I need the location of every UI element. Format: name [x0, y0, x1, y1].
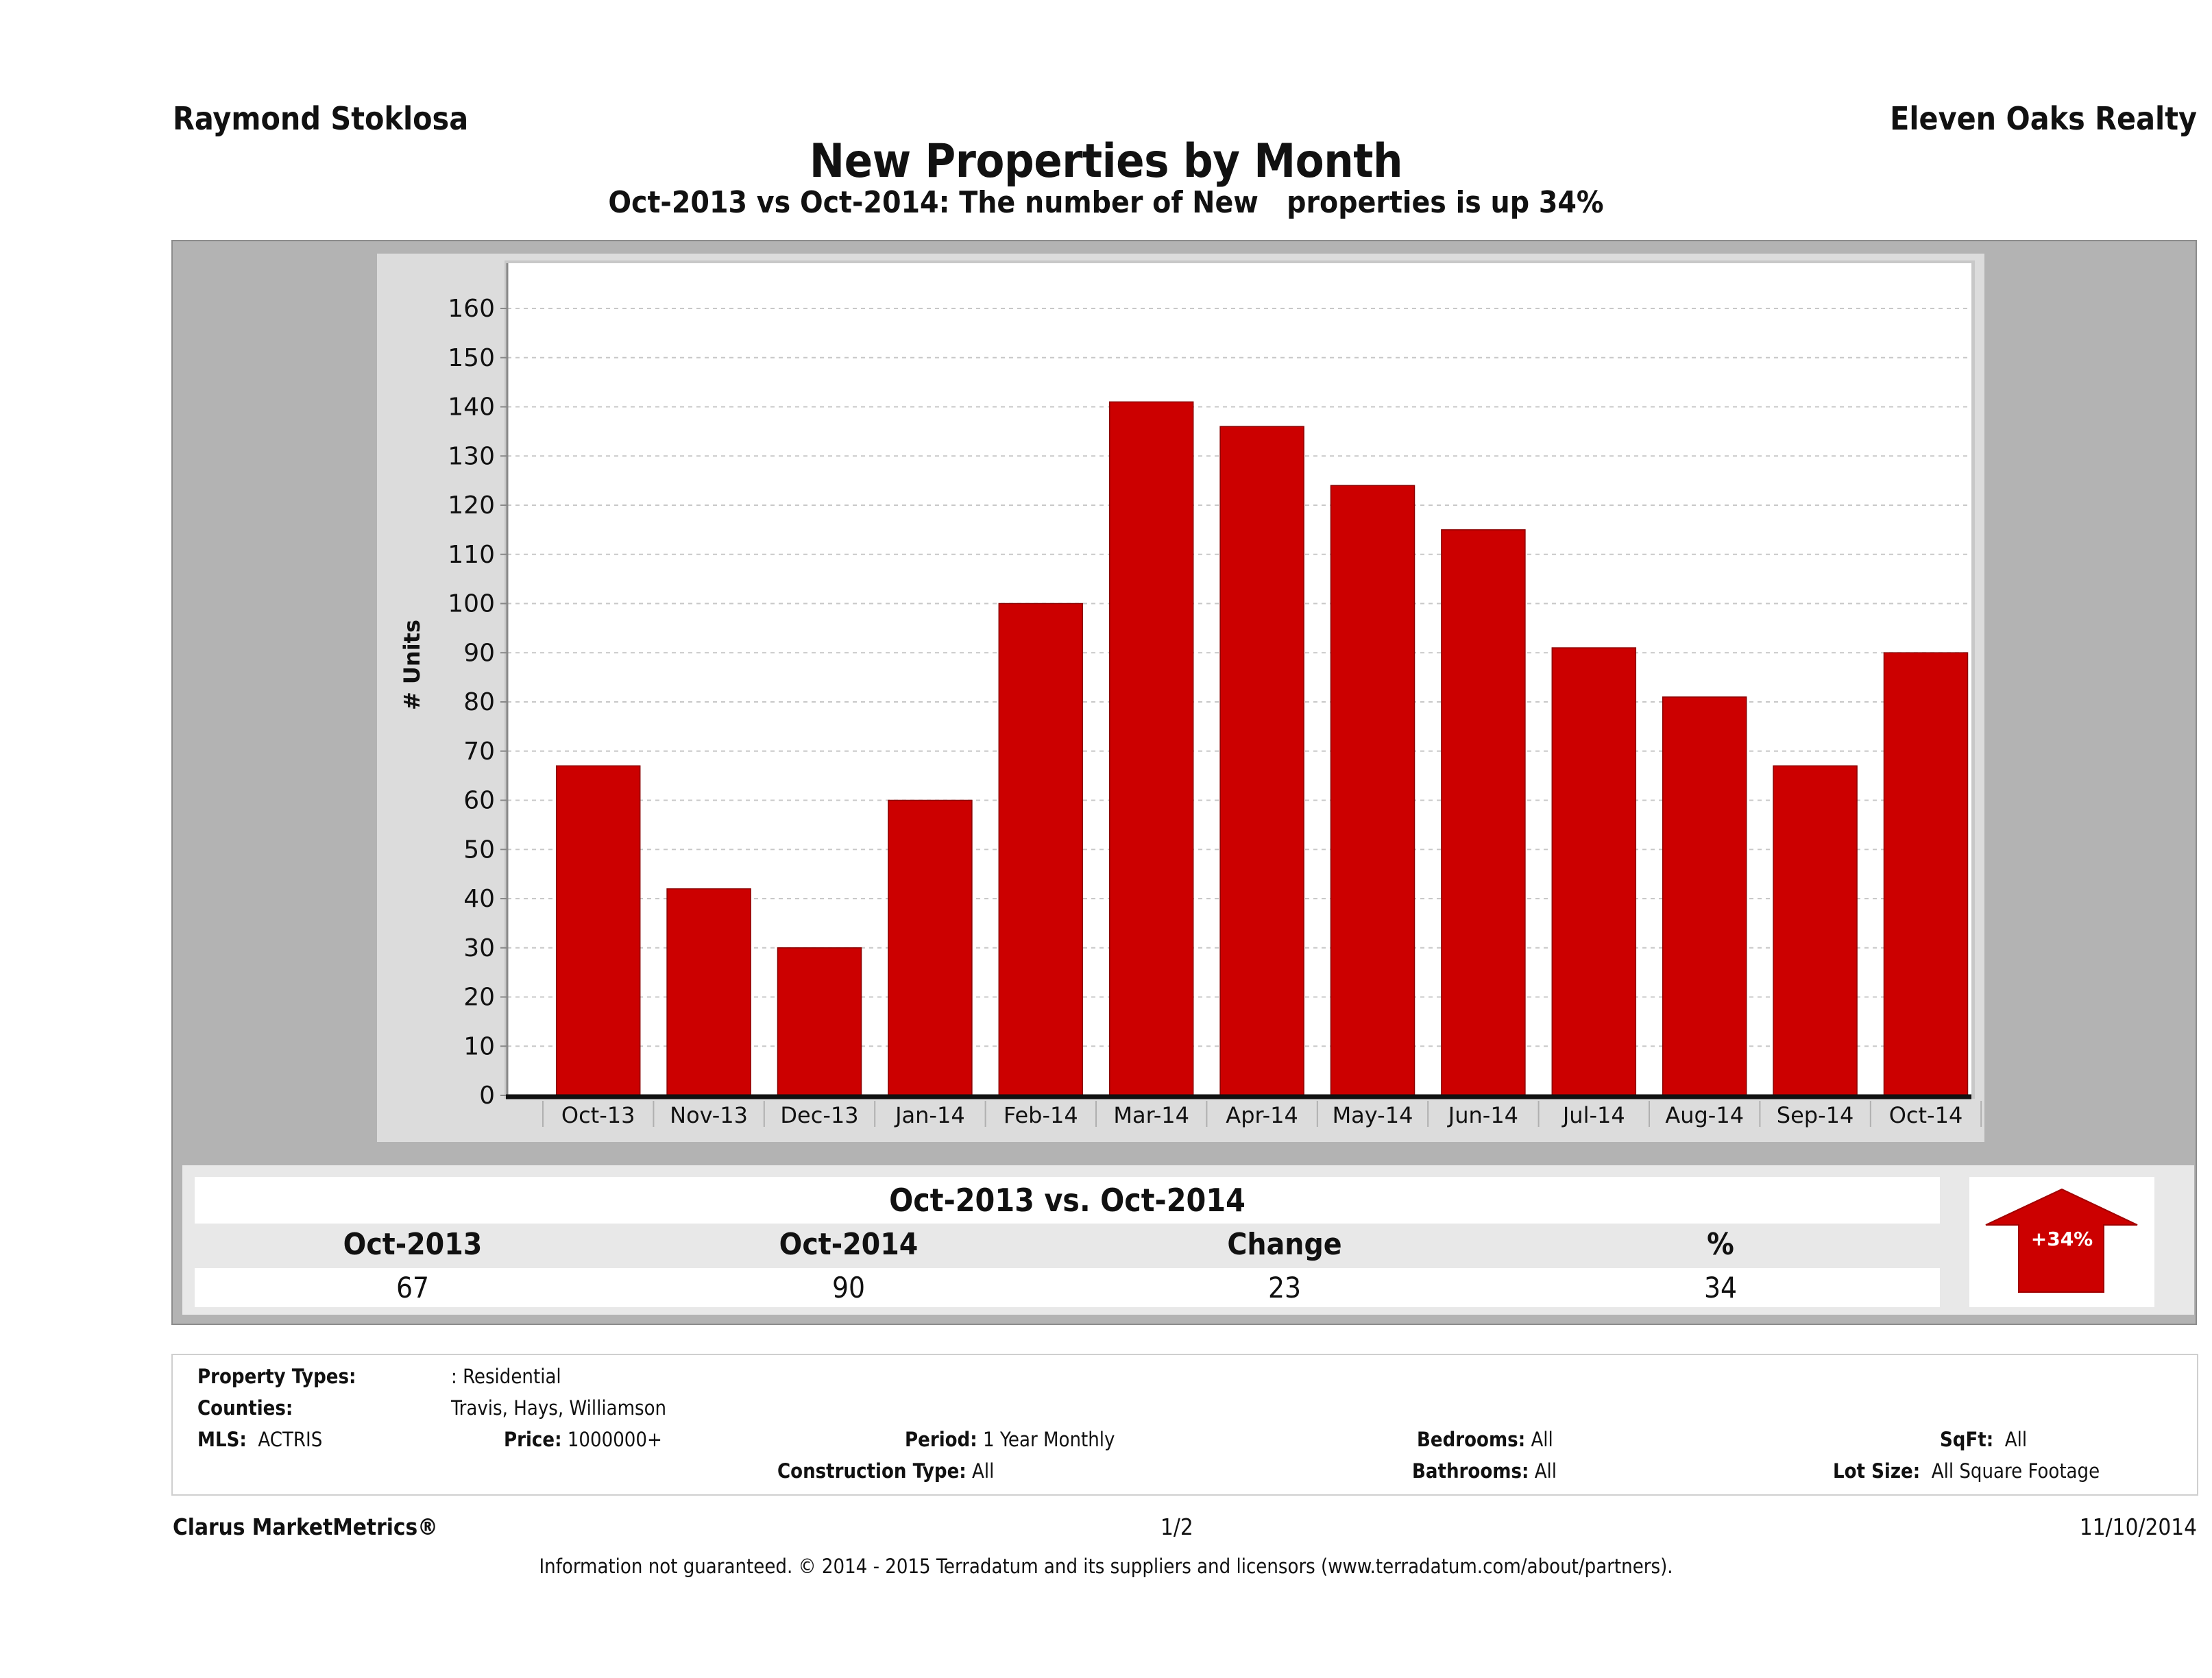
summary-value-cell: 34 [1703, 1271, 1738, 1304]
chart-panel: 0 10 20 30 40 50 60 70 80 90 100 110 120 130 140 150 160… [377, 254, 1984, 1142]
x-tick-label: Sep-14 [1777, 1102, 1854, 1128]
report-subtitle: Oct-2013 vs Oct-2014: The number of New … [608, 185, 1604, 220]
y-tick-label: 70 [463, 738, 495, 766]
bedrooms-label: Bedrooms: [1417, 1428, 1526, 1451]
bar-dec-13 [777, 947, 862, 1096]
bar-feb-14 [998, 603, 1084, 1096]
mls-label: MLS: [197, 1428, 247, 1451]
report-title: New Properties by Month [809, 134, 1403, 189]
y-tick-label: 0 [479, 1082, 495, 1110]
x-tick-label: Aug-14 [1665, 1102, 1744, 1128]
filters-panel: Property Types: : Residential Counties: … [171, 1354, 2198, 1496]
x-tick-label: Feb-14 [1004, 1102, 1078, 1128]
bar-chart: 0 10 20 30 40 50 60 70 80 90 100 110 120 130 140 150 160… [399, 260, 1982, 1128]
construction-value: All [972, 1459, 995, 1483]
y-tick-label: 40 [463, 885, 495, 913]
bar-apr-14 [1219, 426, 1304, 1096]
lot-size-value: All Square Footage [1931, 1459, 2100, 1483]
bathrooms-value: All [1534, 1459, 1557, 1483]
counties-value: Travis, Hays, Williamson [451, 1396, 667, 1420]
bar-jun-14 [1441, 529, 1526, 1096]
y-tick-label: 10 [463, 1032, 495, 1060]
bar-oct-14 [1883, 652, 1969, 1096]
construction-label: Construction Type: [777, 1459, 967, 1483]
brokerage-name: Eleven Oaks Realty [1890, 100, 2197, 137]
x-tick-label: Apr-14 [1226, 1102, 1298, 1128]
y-tick-label: 90 [463, 639, 495, 667]
y-tick-label: 50 [463, 836, 495, 864]
y-tick-label: 80 [463, 688, 495, 716]
x-tick-label: May-14 [1333, 1102, 1413, 1128]
bedrooms-value: All [1531, 1428, 1553, 1451]
bar-jan-14 [888, 799, 973, 1096]
x-tick-label: Jan-14 [894, 1102, 965, 1128]
summary-value-cell: 67 [396, 1271, 430, 1304]
change-badge-label: +34% [2031, 1228, 2093, 1250]
x-tick-label: Mar-14 [1113, 1102, 1189, 1128]
bathrooms-label: Bathrooms: [1412, 1459, 1529, 1483]
change-badge: +34% [1969, 1177, 2154, 1307]
mls-value: ACTRIS [258, 1428, 323, 1451]
property-types-value: : Residential [451, 1365, 561, 1388]
summary-header-cell: Oct-2014 [779, 1227, 919, 1262]
bar-sep-14 [1773, 765, 1858, 1096]
x-tick-label: Dec-13 [780, 1102, 858, 1128]
counties-label: Counties: [197, 1396, 293, 1420]
disclaimer: Information not guaranteed. © 2014 - 201… [539, 1555, 1673, 1578]
bar-oct-13 [555, 765, 641, 1096]
summary-value-row: 67 90 23 34 [195, 1268, 1940, 1307]
y-tick-label: 140 [448, 393, 495, 422]
price-label: Price: [504, 1428, 562, 1451]
summary-header-row: Oct-2013 Oct-2014 Change % [195, 1224, 1940, 1266]
bar-nov-13 [666, 888, 751, 1096]
y-tick-label: 130 [448, 442, 495, 470]
y-tick-label: 60 [463, 787, 495, 815]
period-label: Period: [905, 1428, 977, 1451]
summary-header-cell: % [1707, 1227, 1734, 1262]
y-tick-label: 100 [448, 590, 495, 618]
y-tick-label: 20 [463, 984, 495, 1012]
summary-value-cell: 23 [1267, 1271, 1302, 1304]
summary-header-cell: Change [1227, 1227, 1342, 1262]
summary-header-cell: Oct-2013 [343, 1227, 483, 1262]
y-tick-label: 150 [448, 344, 495, 372]
x-tick-label: Oct-13 [561, 1102, 635, 1128]
y-tick-label: 120 [448, 491, 495, 520]
bar-mar-14 [1108, 401, 1194, 1096]
x-tick-label: Jul-14 [1561, 1102, 1625, 1128]
bar-may-14 [1330, 485, 1415, 1096]
price-value: 1000000+ [567, 1428, 662, 1451]
lot-size-label: Lot Size: [1833, 1459, 1921, 1483]
summary-value-cell: 90 [831, 1271, 866, 1304]
x-tick-label: Oct-14 [1889, 1102, 1963, 1128]
up-arrow-icon [1985, 1188, 2138, 1293]
product-name: Clarus MarketMetrics® [173, 1513, 438, 1540]
sqft-value: All [2004, 1428, 2028, 1451]
report-date: 11/10/2014 [2079, 1513, 2197, 1540]
sqft-label: SqFt: [1940, 1428, 1994, 1451]
x-tick-label: Nov-13 [670, 1102, 748, 1128]
y-tick-label: 160 [448, 295, 495, 323]
bar-jul-14 [1551, 647, 1637, 1096]
bar-aug-14 [1662, 696, 1747, 1096]
property-types-label: Property Types: [197, 1365, 356, 1388]
x-tick-label: Jun-14 [1447, 1102, 1518, 1128]
period-value: 1 Year Monthly [982, 1428, 1115, 1451]
page-number: 1/2 [1160, 1513, 1193, 1540]
summary-title: Oct-2013 vs. Oct-2014 [195, 1177, 1940, 1224]
y-tick-label: 30 [463, 934, 495, 962]
y-tick-label: 110 [448, 541, 495, 569]
agent-name: Raymond Stoklosa [173, 100, 469, 137]
y-axis-label: # Units [399, 620, 425, 710]
